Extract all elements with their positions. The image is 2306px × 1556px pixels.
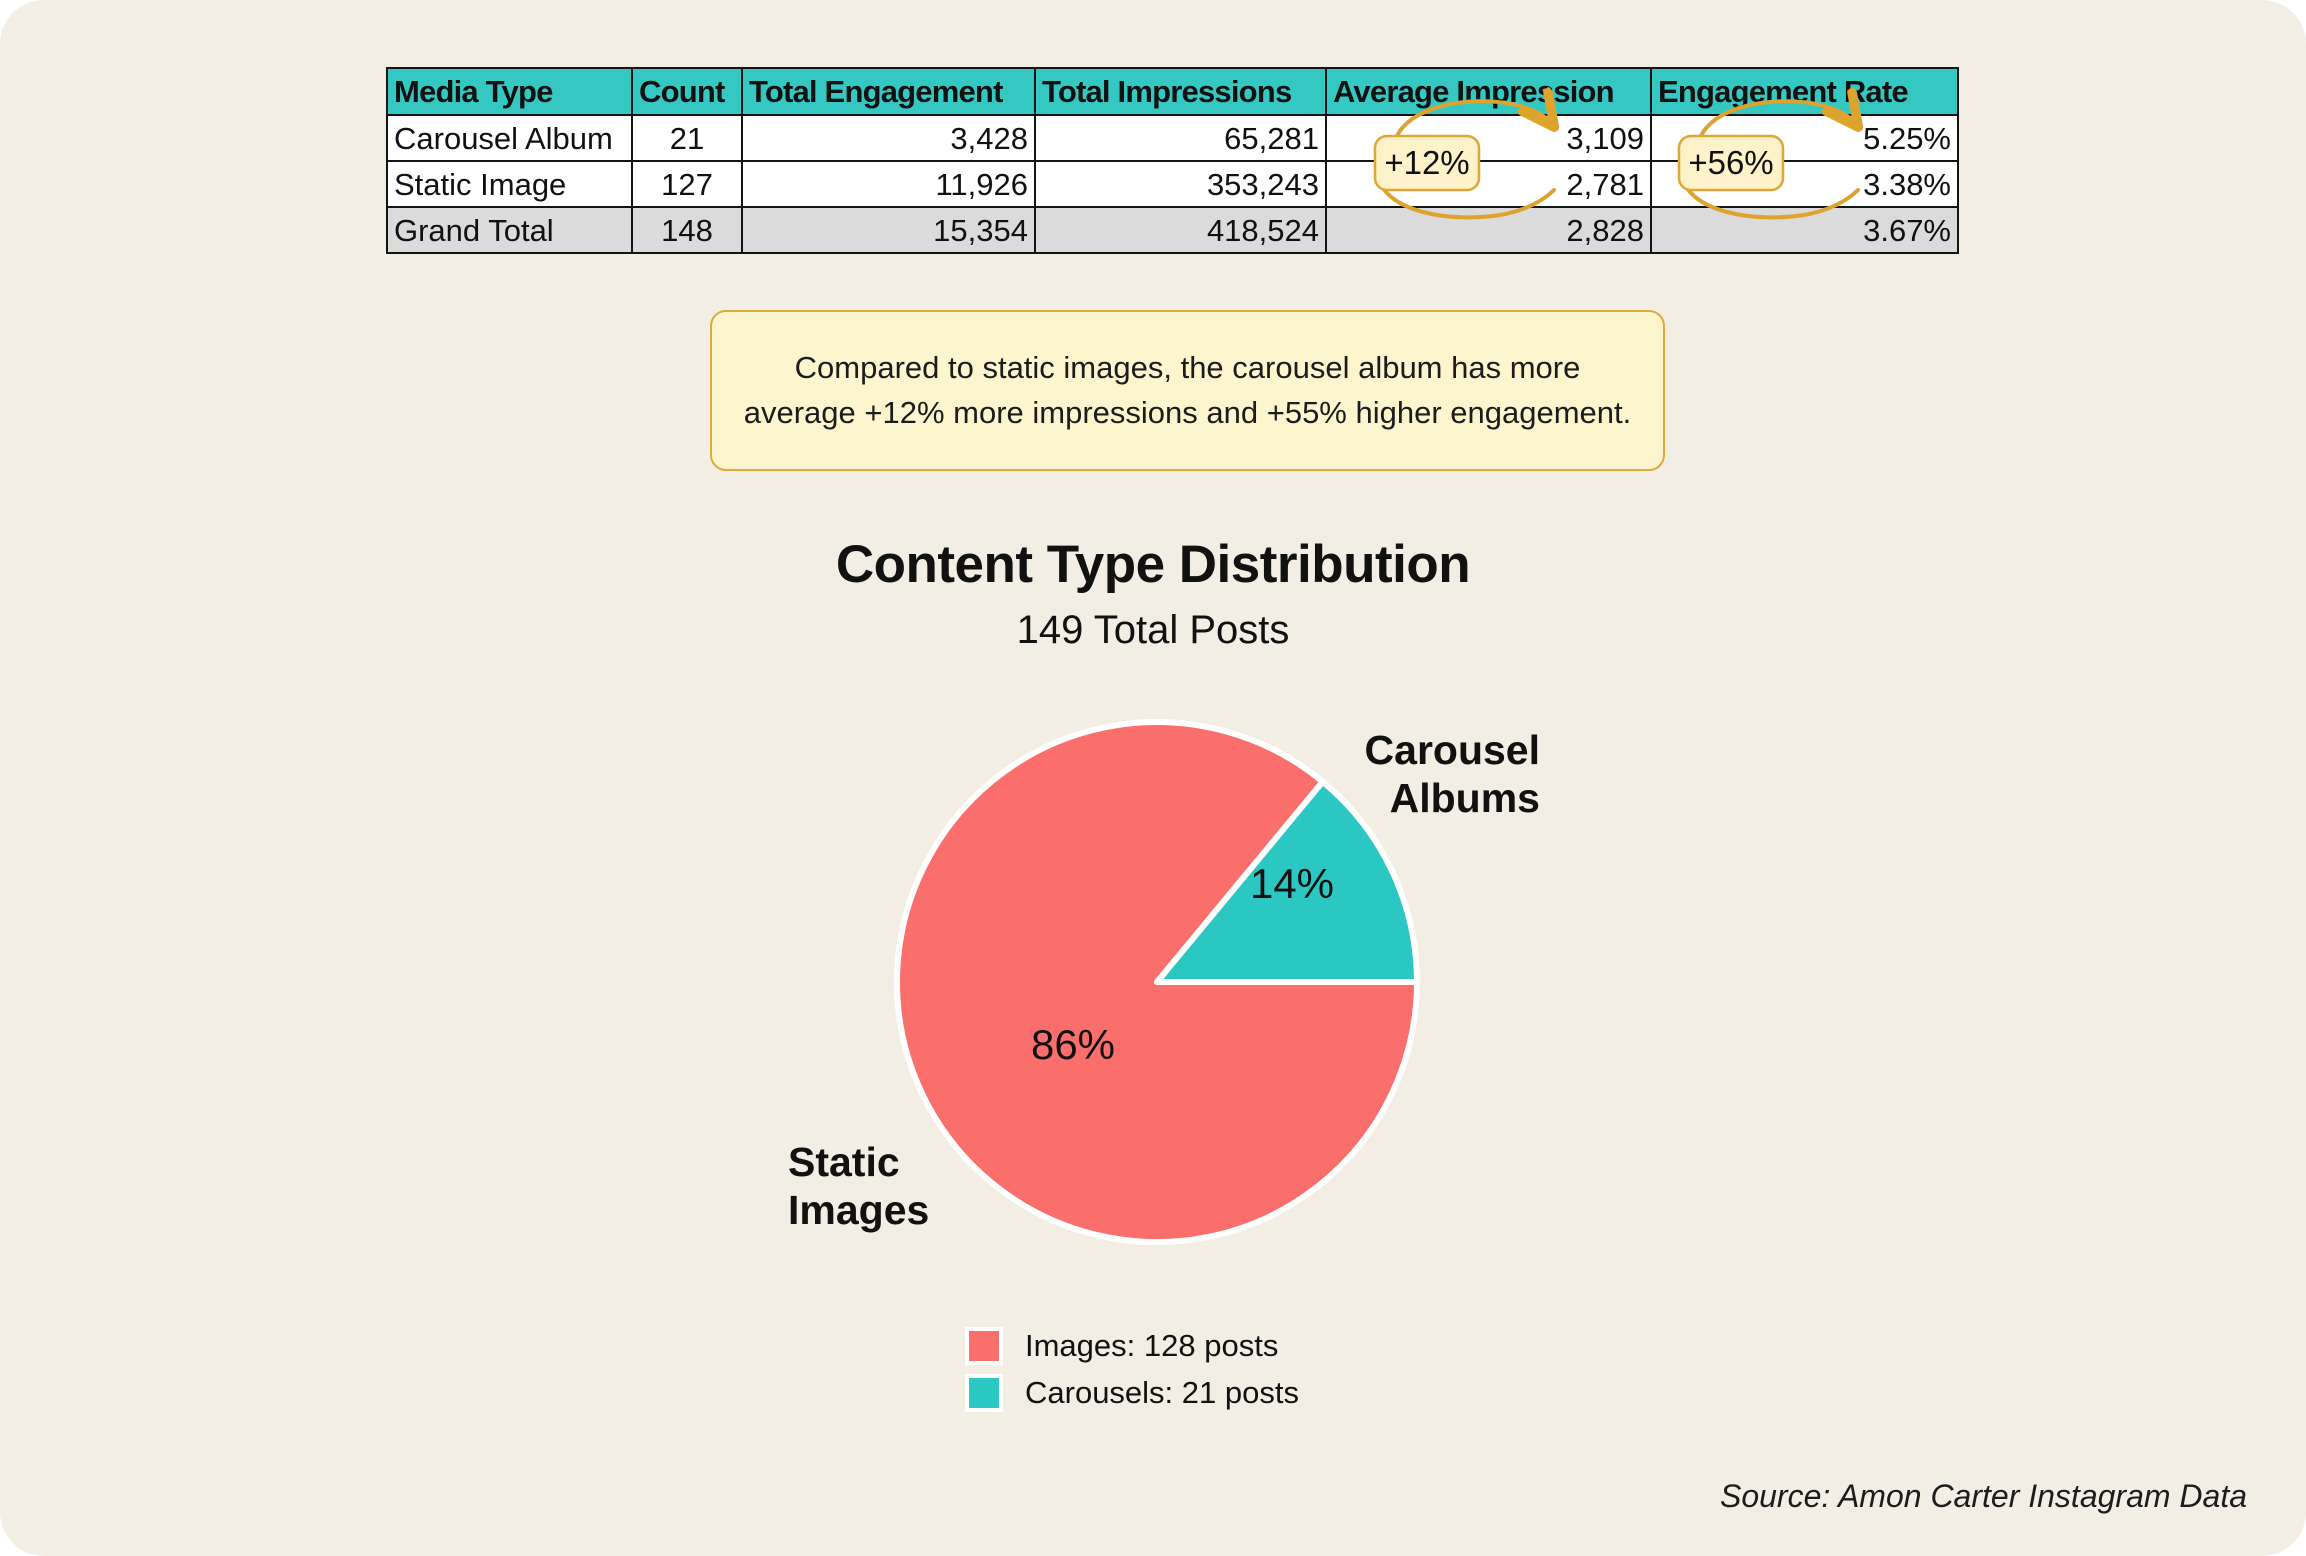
pie-label-carousel-albums: Carousel Albums [1364,727,1540,822]
cell-count: 127 [631,160,743,208]
col-header-count: Count [631,67,743,116]
table-row: Static Image 127 11,926 353,243 2,781 3.… [386,160,1959,208]
pie-label-static-images: Static Images [788,1139,930,1234]
pie-pct-carousel: 14% [1250,860,1334,907]
content-type-pie-chart: 86% 14% [894,719,1420,1245]
cell-total-engagement: 11,926 [741,160,1036,208]
cell-total-impressions: 353,243 [1034,160,1327,208]
cell-media-type: Static Image [386,160,633,208]
cell-count: 148 [631,206,743,254]
cell-media-type: Carousel Album [386,114,633,162]
legend-label-carousels: Carousels: 21 posts [1025,1375,1299,1410]
cell-avg-impression: 3,109 [1325,114,1652,162]
legend-item-carousels: Carousels: 21 posts [965,1374,1299,1412]
pie-slice-carousel-albums [1154,778,1420,985]
table-row: Carousel Album 21 3,428 65,281 3,109 5.2… [386,114,1959,162]
table-row-grand-total: Grand Total 148 15,354 418,524 2,828 3.6… [386,206,1959,254]
table-header-row: Media Type Count Total Engagement Total … [386,67,1959,116]
col-header-total-engagement: Total Engagement [741,67,1036,116]
pie-legend: Images: 128 posts Carousels: 21 posts [965,1327,1299,1412]
legend-swatch-images [965,1327,1003,1365]
insight-callout: Compared to static images, the carousel … [710,310,1665,471]
data-source-note: Source: Amon Carter Instagram Data [1719,1478,2247,1514]
col-header-average-impression: Average Impression [1325,67,1652,116]
cell-total-impressions: 418,524 [1034,206,1327,254]
col-header-media-type: Media Type [386,67,633,116]
media-stats-table: Media Type Count Total Engagement Total … [386,67,1959,254]
cell-count: 21 [631,114,743,162]
cell-avg-impression: 2,781 [1325,160,1652,208]
cell-engagement-rate: 3.38% [1650,160,1959,208]
cell-total-impressions: 65,281 [1034,114,1327,162]
cell-avg-impression: 2,828 [1325,206,1652,254]
cell-media-type: Grand Total [386,206,633,254]
col-header-engagement-rate: Engagement Rate [1650,67,1959,116]
insight-callout-text: Compared to static images, the carousel … [743,349,1632,430]
pie-pct-static: 86% [1031,1021,1115,1068]
legend-swatch-carousels [965,1374,1003,1412]
chart-subtitle: 149 Total Posts [1016,608,1290,652]
legend-label-images: Images: 128 posts [1025,1328,1279,1363]
cell-total-engagement: 3,428 [741,114,1036,162]
cell-engagement-rate: 5.25% [1650,114,1959,162]
cell-engagement-rate: 3.67% [1650,206,1959,254]
chart-title: Content Type Distribution [835,535,1471,594]
cell-total-engagement: 15,354 [741,206,1036,254]
col-header-total-impressions: Total Impressions [1034,67,1327,116]
legend-item-images: Images: 128 posts [965,1327,1299,1365]
